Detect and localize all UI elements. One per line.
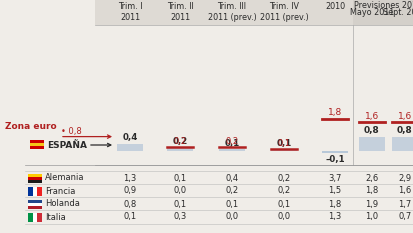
Text: 0,0: 0,0: [225, 212, 238, 222]
Text: 0,1: 0,1: [276, 139, 291, 148]
Text: 2,9: 2,9: [397, 174, 411, 182]
Bar: [271, 149, 296, 151]
Text: 0,8: 0,8: [123, 199, 136, 209]
Text: 0,4: 0,4: [225, 174, 238, 182]
Bar: [28, 177, 42, 179]
Text: ESPAÑA: ESPAÑA: [47, 140, 87, 150]
Text: 1,8: 1,8: [365, 186, 378, 195]
Text: 1,3: 1,3: [328, 212, 341, 222]
Text: 1,5: 1,5: [328, 186, 341, 195]
Text: 0,1: 0,1: [123, 212, 136, 222]
Text: Trim. II
2011: Trim. II 2011: [166, 2, 193, 22]
Text: 0,2: 0,2: [277, 186, 290, 195]
Text: Sept. 2011: Sept. 2011: [382, 8, 413, 17]
Text: Previsiones 2011: Previsiones 2011: [353, 1, 413, 10]
Text: • 0,8: • 0,8: [61, 127, 81, 136]
Text: 1,0: 1,0: [365, 212, 377, 222]
Text: 0,1: 0,1: [277, 199, 290, 209]
Text: 2,6: 2,6: [365, 174, 378, 182]
Text: Italia: Italia: [45, 212, 66, 222]
Text: Alemania: Alemania: [45, 174, 84, 182]
Text: 1,6: 1,6: [397, 112, 411, 121]
Bar: [30, 140, 44, 143]
Text: 1,7: 1,7: [397, 199, 411, 209]
Text: Trim. III
2011 (prev.): Trim. III 2011 (prev.): [207, 2, 256, 22]
Text: 0,2: 0,2: [277, 174, 290, 182]
Text: 0,1: 0,1: [277, 139, 290, 148]
Text: Trim. IV
2011 (prev.): Trim. IV 2011 (prev.): [259, 2, 308, 22]
Bar: [28, 206, 42, 209]
Text: Holanda: Holanda: [45, 199, 80, 209]
Text: 0,2: 0,2: [225, 186, 238, 195]
Text: 0,7: 0,7: [397, 212, 411, 222]
Bar: [117, 144, 142, 151]
Bar: [30, 146, 44, 149]
Bar: [28, 174, 42, 177]
Bar: [321, 151, 347, 153]
Bar: [218, 149, 244, 151]
Text: 2010: 2010: [324, 2, 344, 11]
Bar: [37, 186, 42, 195]
Text: 0,8: 0,8: [396, 126, 412, 135]
Bar: [37, 212, 42, 222]
Text: 0,2: 0,2: [172, 137, 187, 146]
Text: 0,8: 0,8: [363, 126, 379, 135]
Text: 0,0: 0,0: [173, 186, 186, 195]
Bar: [33, 186, 37, 195]
Bar: [28, 202, 42, 206]
Bar: [28, 199, 42, 202]
Text: 1,6: 1,6: [397, 186, 411, 195]
Text: 0,4: 0,4: [122, 133, 138, 142]
Bar: [28, 179, 42, 182]
Text: 3,7: 3,7: [328, 174, 341, 182]
Text: 0,1: 0,1: [173, 199, 186, 209]
Text: Trim. I
2011: Trim. I 2011: [117, 2, 142, 22]
Text: Mayo 2011: Mayo 2011: [349, 8, 393, 17]
Text: 0,3: 0,3: [173, 212, 186, 222]
Bar: [166, 147, 192, 151]
Text: 0,0: 0,0: [277, 212, 290, 222]
Bar: [28, 212, 33, 222]
Text: 0,2: 0,2: [173, 137, 186, 146]
Text: 0,1: 0,1: [225, 199, 238, 209]
Text: –0,1: –0,1: [324, 155, 344, 164]
Text: 0,2: 0,2: [225, 137, 238, 146]
Bar: [28, 186, 33, 195]
Text: 0,1: 0,1: [224, 139, 239, 148]
Text: 1,3: 1,3: [123, 174, 136, 182]
Bar: [95, 0, 413, 25]
Text: Francia: Francia: [45, 186, 75, 195]
Text: Zona euro: Zona euro: [5, 122, 57, 131]
Text: 1,8: 1,8: [327, 108, 341, 117]
Bar: [358, 137, 384, 151]
Bar: [30, 143, 44, 146]
Text: 0,9: 0,9: [123, 186, 136, 195]
Bar: [33, 212, 37, 222]
Bar: [352, 0, 413, 25]
Bar: [391, 137, 413, 151]
Text: 0,1: 0,1: [173, 174, 186, 182]
Text: 1,9: 1,9: [365, 199, 377, 209]
Text: 1,6: 1,6: [364, 112, 378, 121]
Text: 1,8: 1,8: [328, 199, 341, 209]
